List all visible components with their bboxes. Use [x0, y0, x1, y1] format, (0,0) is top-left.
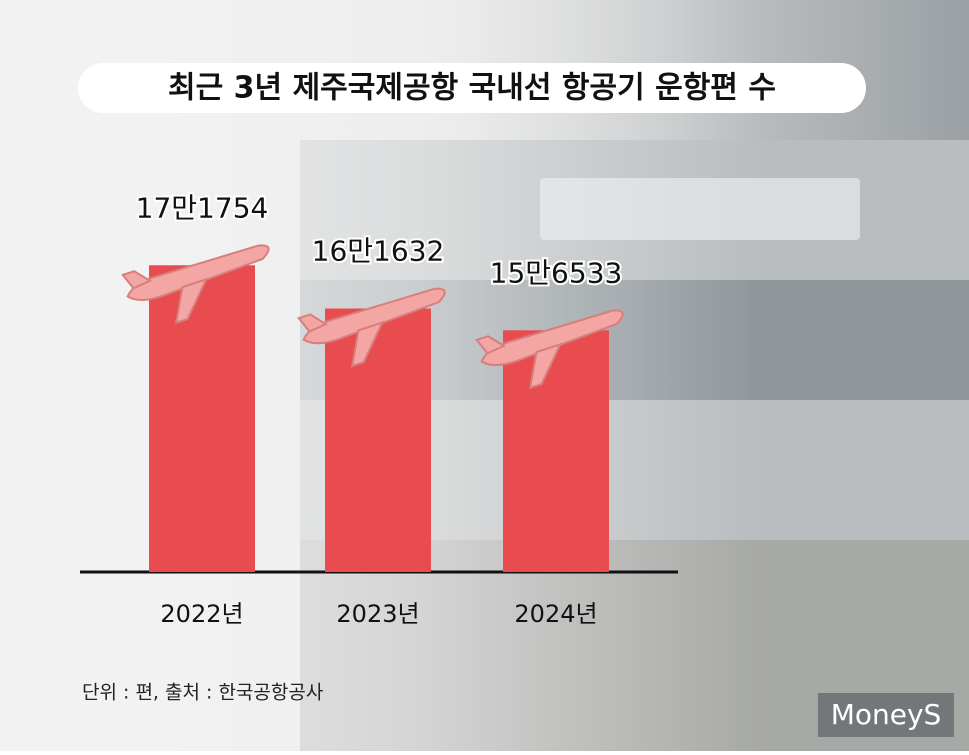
- x-tick-label: 2022년: [160, 600, 243, 628]
- plane-icon: [475, 309, 624, 390]
- x-tick-label: 2024년: [514, 600, 597, 628]
- plane-icon: [121, 244, 270, 325]
- title-pill: [78, 63, 866, 113]
- value-label: 17만1754: [136, 191, 269, 224]
- bar: [149, 265, 255, 572]
- plane-part: [174, 277, 209, 325]
- plane-part: [475, 335, 507, 355]
- source-note: 단위 : 편, 출처 : 한국공항공사: [82, 682, 323, 704]
- plane-part: [297, 313, 329, 333]
- chart-title: 최근 3년 제주국제공항 국내선 항공기 운항편 수: [168, 71, 776, 106]
- plane-part: [121, 270, 153, 290]
- watermark: MoneyS: [831, 698, 942, 731]
- bar: [503, 330, 609, 572]
- bar: [325, 308, 431, 572]
- x-tick-label: 2023년: [336, 600, 419, 628]
- value-label: 15만6533: [490, 256, 623, 289]
- value-label: 16만1632: [312, 235, 445, 268]
- plane-part: [350, 320, 385, 368]
- plane-part: [528, 342, 563, 390]
- watermark-box: [818, 693, 954, 737]
- plane-icon: [297, 287, 446, 368]
